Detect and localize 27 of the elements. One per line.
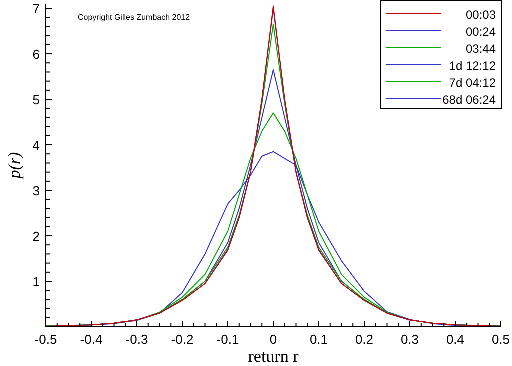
x-tick-label: -0.2	[171, 332, 194, 347]
y-tick-label: 5	[32, 92, 40, 108]
y-tick-label: 7	[32, 2, 40, 17]
y-tick-label: 2	[32, 229, 40, 244]
x-tick-label: 0.1	[310, 332, 328, 347]
legend-label: 00:24	[466, 25, 496, 39]
x-tick-label: 0.3	[400, 332, 420, 347]
x-tick-label: -0.4	[80, 332, 103, 347]
x-tick-label: 0.4	[446, 332, 465, 347]
y-tick-label: 6	[32, 47, 40, 62]
x-tick-label: -0.5	[34, 332, 58, 347]
legend-label: 00:03	[466, 8, 496, 22]
legend-label: 68d 06:24	[442, 93, 496, 107]
x-tick-label: 0.5	[492, 332, 510, 347]
y-tick-label: 3	[32, 184, 40, 199]
x-axis-title: return r	[248, 347, 300, 366]
y-axis-title: p(r)	[5, 152, 24, 180]
legend-label: 1d 12:12	[449, 59, 496, 73]
x-tick-label: 0	[270, 332, 278, 347]
x-tick-label: -0.1	[216, 332, 240, 347]
legend-label: 7d 04:12	[449, 76, 496, 90]
x-tick-label: -0.3	[126, 332, 148, 347]
legend-label: 03:44	[466, 42, 496, 56]
x-tick-label: 0.2	[355, 332, 374, 347]
y-tick-label: 1	[32, 274, 40, 290]
y-tick-label: 4	[32, 138, 40, 154]
annotation: Copyright Gilles Zumbach 2012	[78, 13, 191, 22]
